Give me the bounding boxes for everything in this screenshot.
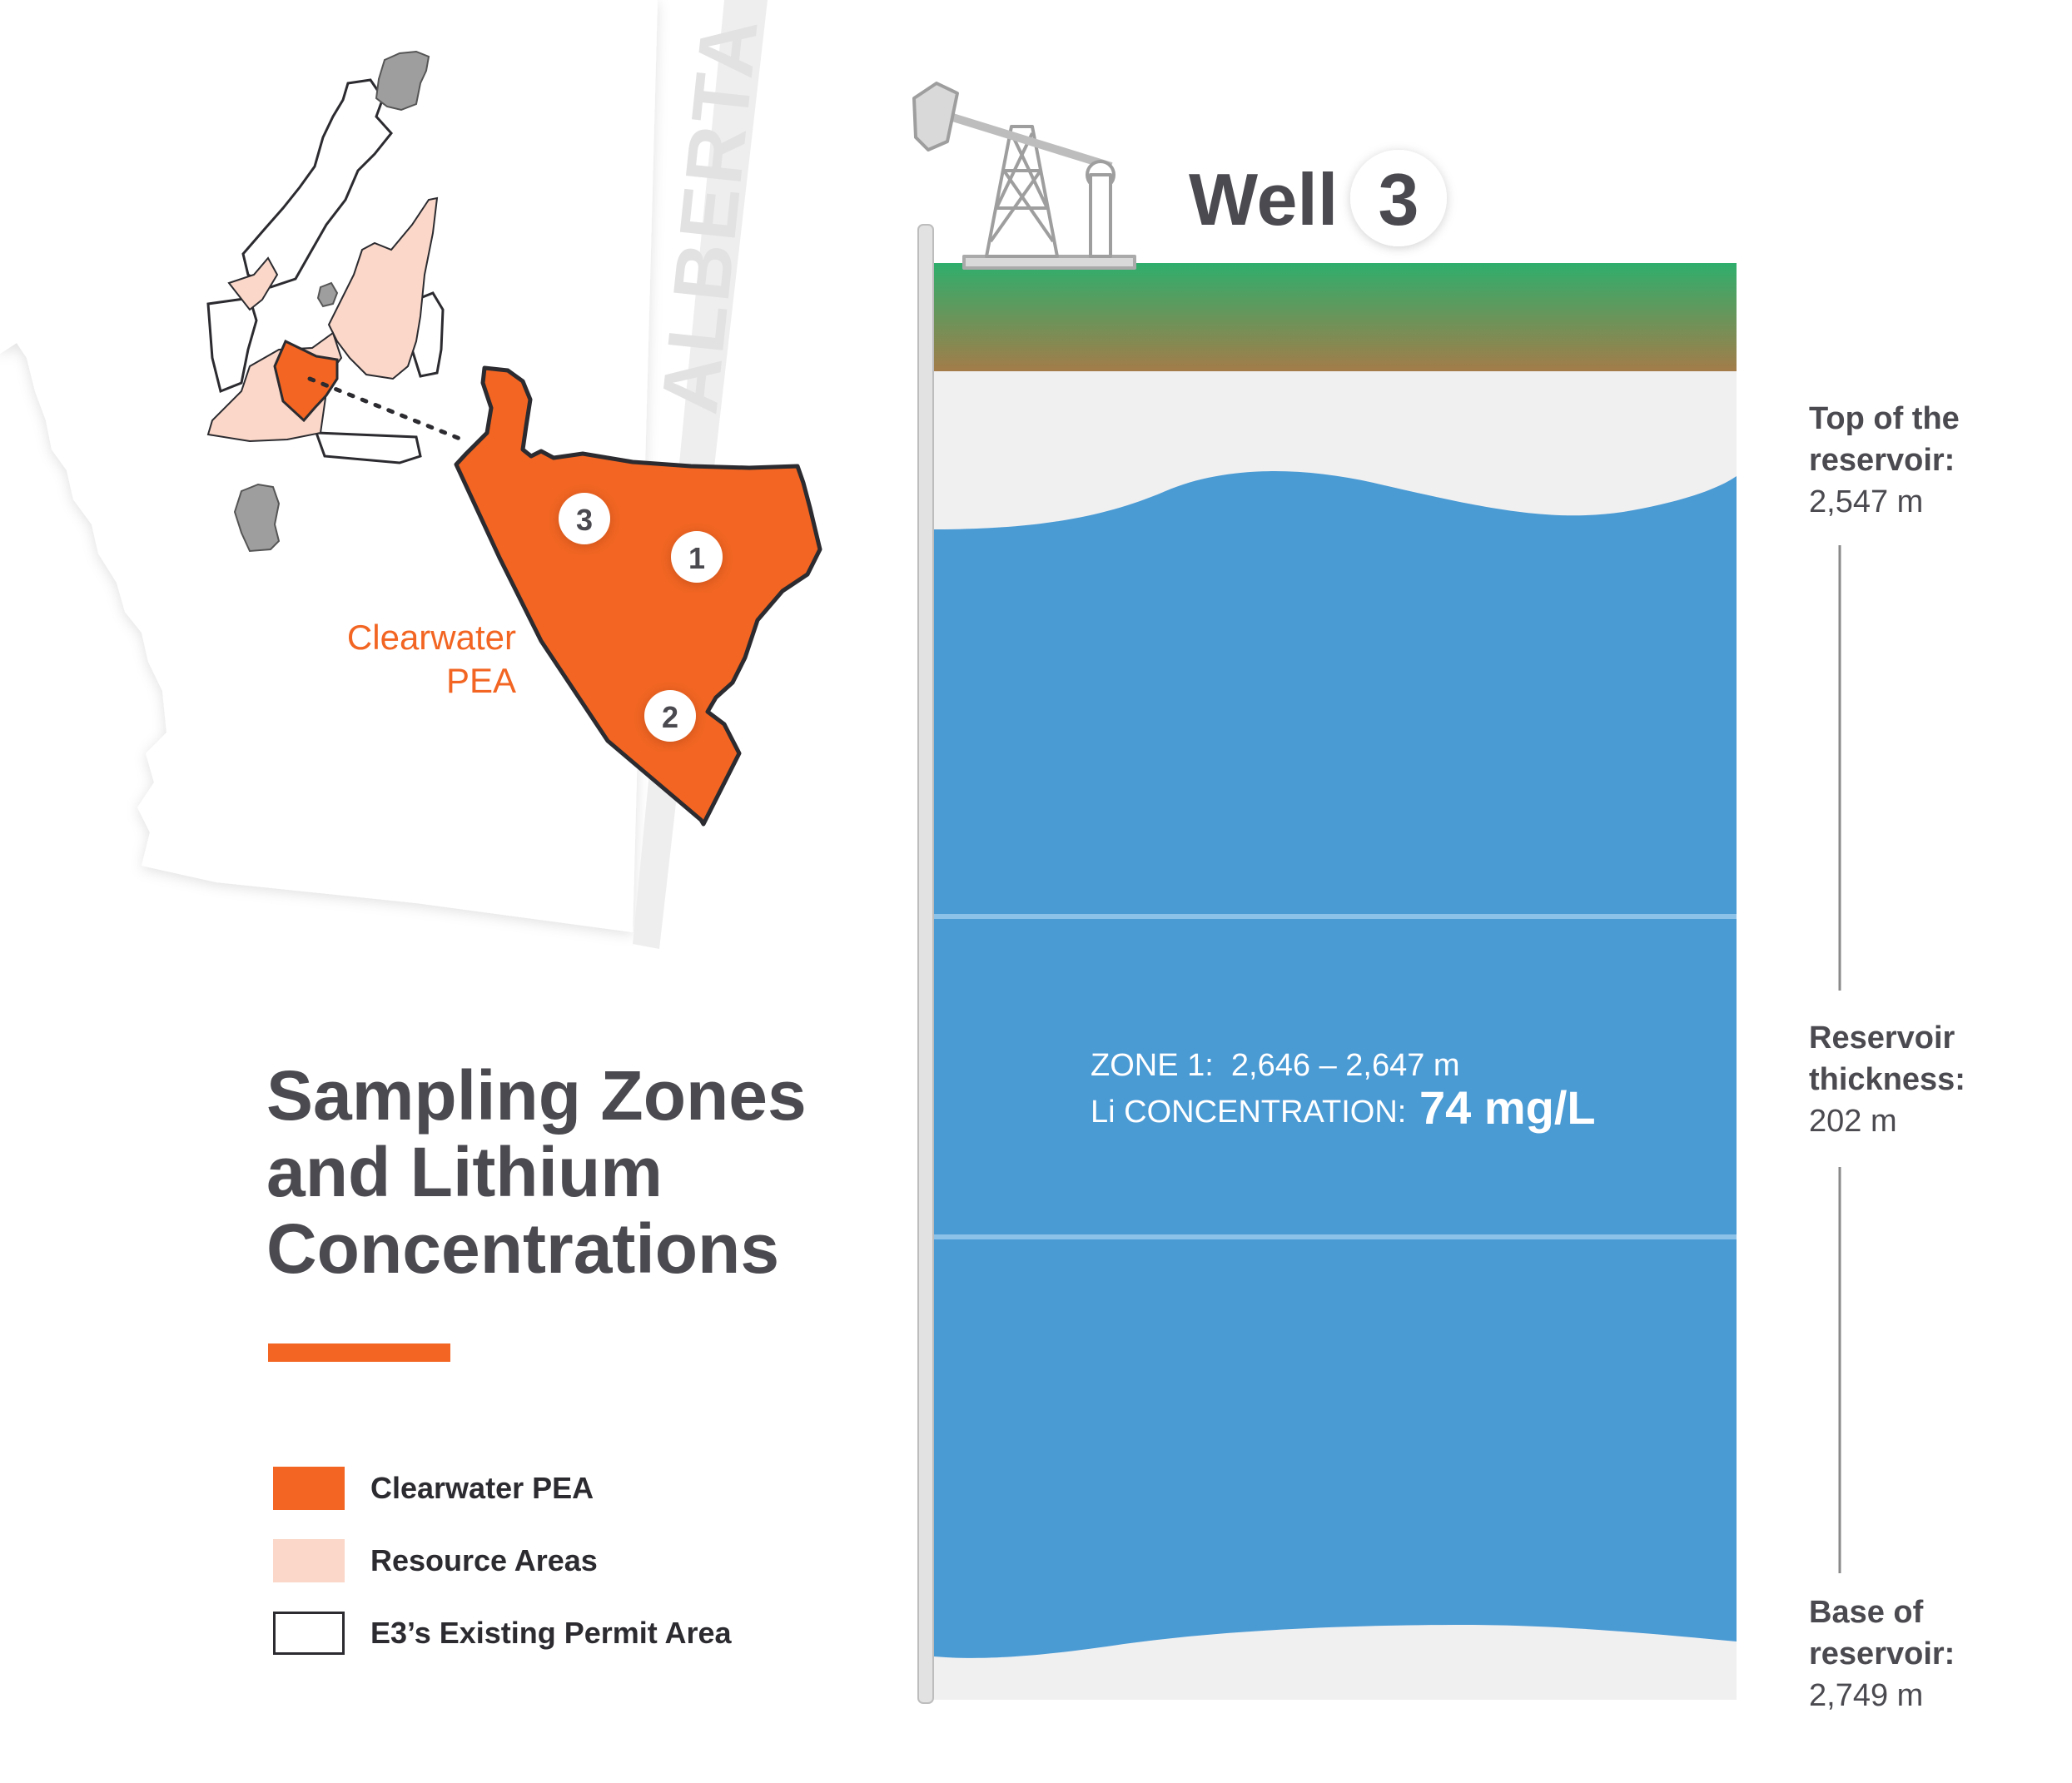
well-marker-3-label: 3 bbox=[576, 503, 593, 537]
zone-boundary-bottom bbox=[934, 1234, 1737, 1239]
town-south bbox=[233, 483, 281, 553]
top-of-reservoir-label: Top of the reservoir: 2,547 m bbox=[1809, 398, 1960, 523]
pea-enlarged bbox=[454, 365, 822, 827]
well-number: 3 bbox=[1379, 158, 1419, 241]
province-shape bbox=[0, 0, 658, 932]
title-underline bbox=[268, 1343, 450, 1362]
well-marker-2-label: 2 bbox=[662, 700, 678, 734]
well-marker-1-label: 1 bbox=[688, 541, 705, 575]
legend-swatch-pea bbox=[273, 1467, 345, 1510]
reservoir bbox=[934, 471, 1737, 1658]
reservoir-thickness-label: Reservoir thickness: 202 m bbox=[1809, 1017, 1965, 1142]
title-line3: Concentrations bbox=[266, 1209, 780, 1288]
legend-label-pea: Clearwater PEA bbox=[370, 1471, 594, 1505]
pea-label-line2: PEA bbox=[446, 661, 516, 700]
legend-swatch-permit bbox=[273, 1612, 345, 1655]
well-marker-2[interactable]: 2 bbox=[644, 690, 696, 742]
ground-layer bbox=[934, 263, 1737, 371]
resource-area-west bbox=[227, 256, 279, 311]
pea-label-line1: Clearwater bbox=[347, 618, 516, 657]
top-value: 2,547 m bbox=[1809, 484, 1924, 519]
thickness-label-line1: Reservoir bbox=[1809, 1021, 1955, 1055]
thickness-value: 202 m bbox=[1809, 1104, 1897, 1139]
base-of-reservoir-label: Base of reservoir: 2,749 m bbox=[1809, 1592, 1955, 1716]
concentration-value: 74 mg/L bbox=[1419, 1081, 1596, 1134]
concentration-prefix: Li CONCENTRATION: bbox=[1091, 1095, 1406, 1130]
zone-text: ZONE 1: 2,646 – 2,647 m bbox=[1091, 1048, 1460, 1083]
town-north bbox=[375, 50, 430, 112]
map: ALBERTA bbox=[0, 0, 822, 949]
top-label-line1: Top of the bbox=[1809, 401, 1960, 436]
permit-area-south bbox=[314, 431, 422, 464]
top-label-line2: reservoir: bbox=[1809, 443, 1955, 478]
pump-jack-icon bbox=[912, 82, 1136, 270]
title-line1: Sampling Zones bbox=[266, 1056, 807, 1135]
well-marker-1[interactable]: 1 bbox=[671, 531, 723, 583]
legend-label-permit: E3’s Existing Permit Area bbox=[370, 1616, 732, 1650]
province-label: ALBERTA bbox=[644, 12, 775, 418]
towns bbox=[233, 50, 430, 553]
permit-areas bbox=[206, 78, 445, 464]
permit-area-north bbox=[241, 78, 393, 289]
well-marker-3[interactable]: 3 bbox=[559, 493, 610, 544]
base-value: 2,749 m bbox=[1809, 1678, 1924, 1713]
title-line2: and Lithium bbox=[266, 1133, 663, 1211]
legend-swatch-resource bbox=[273, 1539, 345, 1582]
page-title: Sampling Zones and Lithium Concentration… bbox=[266, 1057, 849, 1287]
small-pea bbox=[273, 339, 339, 423]
base-label-line1: Base of bbox=[1809, 1595, 1924, 1630]
cross-section: Well 3 ZONE 1: 2,646 – 2,647 m Li CONCEN… bbox=[912, 82, 1841, 1704]
zone-boundary-top bbox=[934, 914, 1737, 919]
base-label-line2: reservoir: bbox=[1809, 1636, 1955, 1671]
resource-area-northeast bbox=[327, 196, 439, 380]
well-pipe[interactable] bbox=[917, 224, 934, 1704]
thickness-label-line2: thickness: bbox=[1809, 1062, 1965, 1097]
leader-line bbox=[307, 376, 469, 444]
well-heading: Well bbox=[1189, 158, 1338, 241]
town-middle bbox=[316, 281, 339, 308]
legend-label-resource: Resource Areas bbox=[370, 1543, 598, 1577]
well-number-badge: 3 bbox=[1350, 150, 1447, 246]
